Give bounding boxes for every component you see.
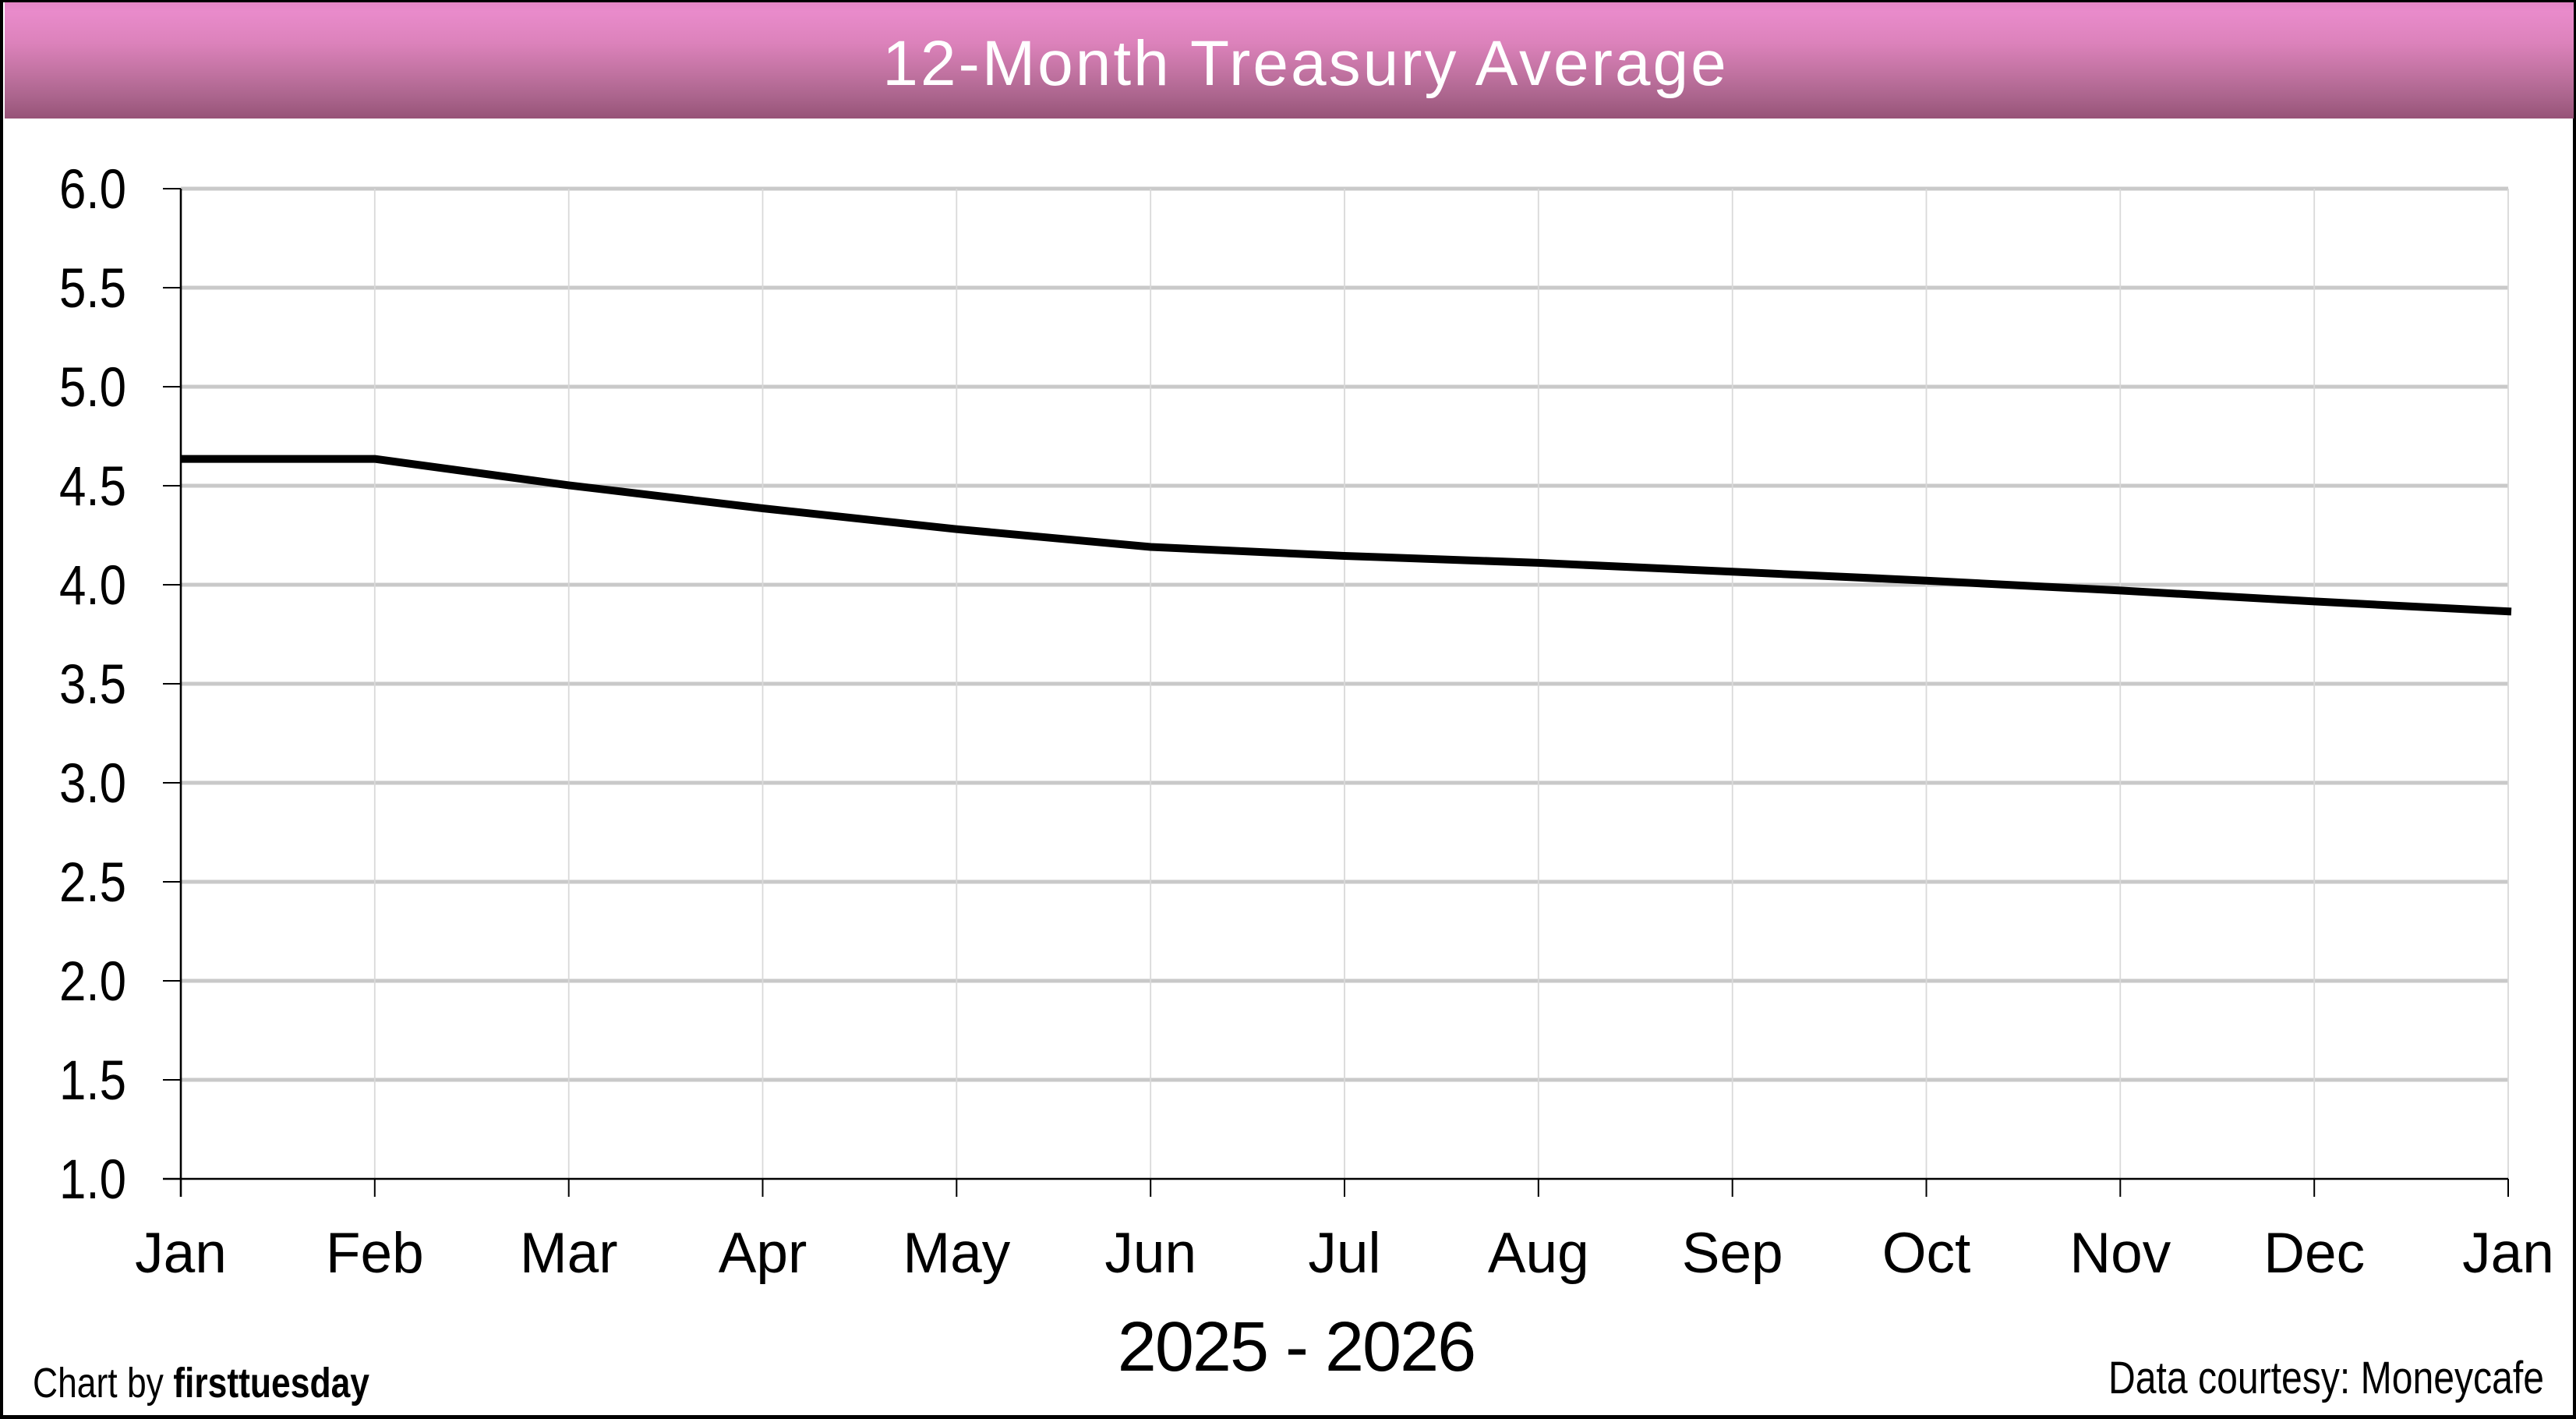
- svg-text:1.0: 1.0: [59, 1149, 126, 1211]
- svg-text:12-Month Treasury Average: 12-Month Treasury Average: [882, 28, 1728, 99]
- svg-text:6.0: 6.0: [59, 159, 126, 221]
- svg-text:Aug: Aug: [1488, 1222, 1589, 1285]
- svg-text:2025 - 2026: 2025 - 2026: [1118, 1308, 1475, 1386]
- svg-text:Sep: Sep: [1682, 1222, 1783, 1285]
- svg-text:Nov: Nov: [2069, 1222, 2171, 1285]
- svg-text:3.0: 3.0: [59, 753, 126, 815]
- svg-text:Oct: Oct: [1882, 1222, 1971, 1285]
- svg-text:Feb: Feb: [326, 1222, 424, 1285]
- svg-text:4.5: 4.5: [59, 456, 126, 518]
- svg-text:Jun: Jun: [1104, 1222, 1196, 1285]
- svg-text:Data courtesy: Moneycafe: Data courtesy: Moneycafe: [2108, 1353, 2544, 1403]
- svg-text:Apr: Apr: [719, 1222, 807, 1285]
- svg-text:Jul: Jul: [1308, 1222, 1380, 1285]
- svg-text:2.5: 2.5: [59, 852, 126, 914]
- svg-text:5.5: 5.5: [59, 258, 126, 320]
- svg-text:Chart by firsttuesday: Chart by firsttuesday: [33, 1360, 369, 1407]
- svg-text:1.5: 1.5: [59, 1050, 126, 1112]
- svg-text:5.0: 5.0: [59, 357, 126, 419]
- svg-text:3.5: 3.5: [59, 654, 126, 716]
- svg-text:4.0: 4.0: [59, 555, 126, 617]
- svg-text:Jan: Jan: [2462, 1222, 2554, 1285]
- svg-text:Dec: Dec: [2263, 1222, 2365, 1285]
- svg-text:Jan: Jan: [135, 1222, 227, 1285]
- svg-text:Mar: Mar: [520, 1222, 618, 1285]
- svg-text:2.0: 2.0: [59, 951, 126, 1013]
- svg-text:May: May: [903, 1222, 1010, 1285]
